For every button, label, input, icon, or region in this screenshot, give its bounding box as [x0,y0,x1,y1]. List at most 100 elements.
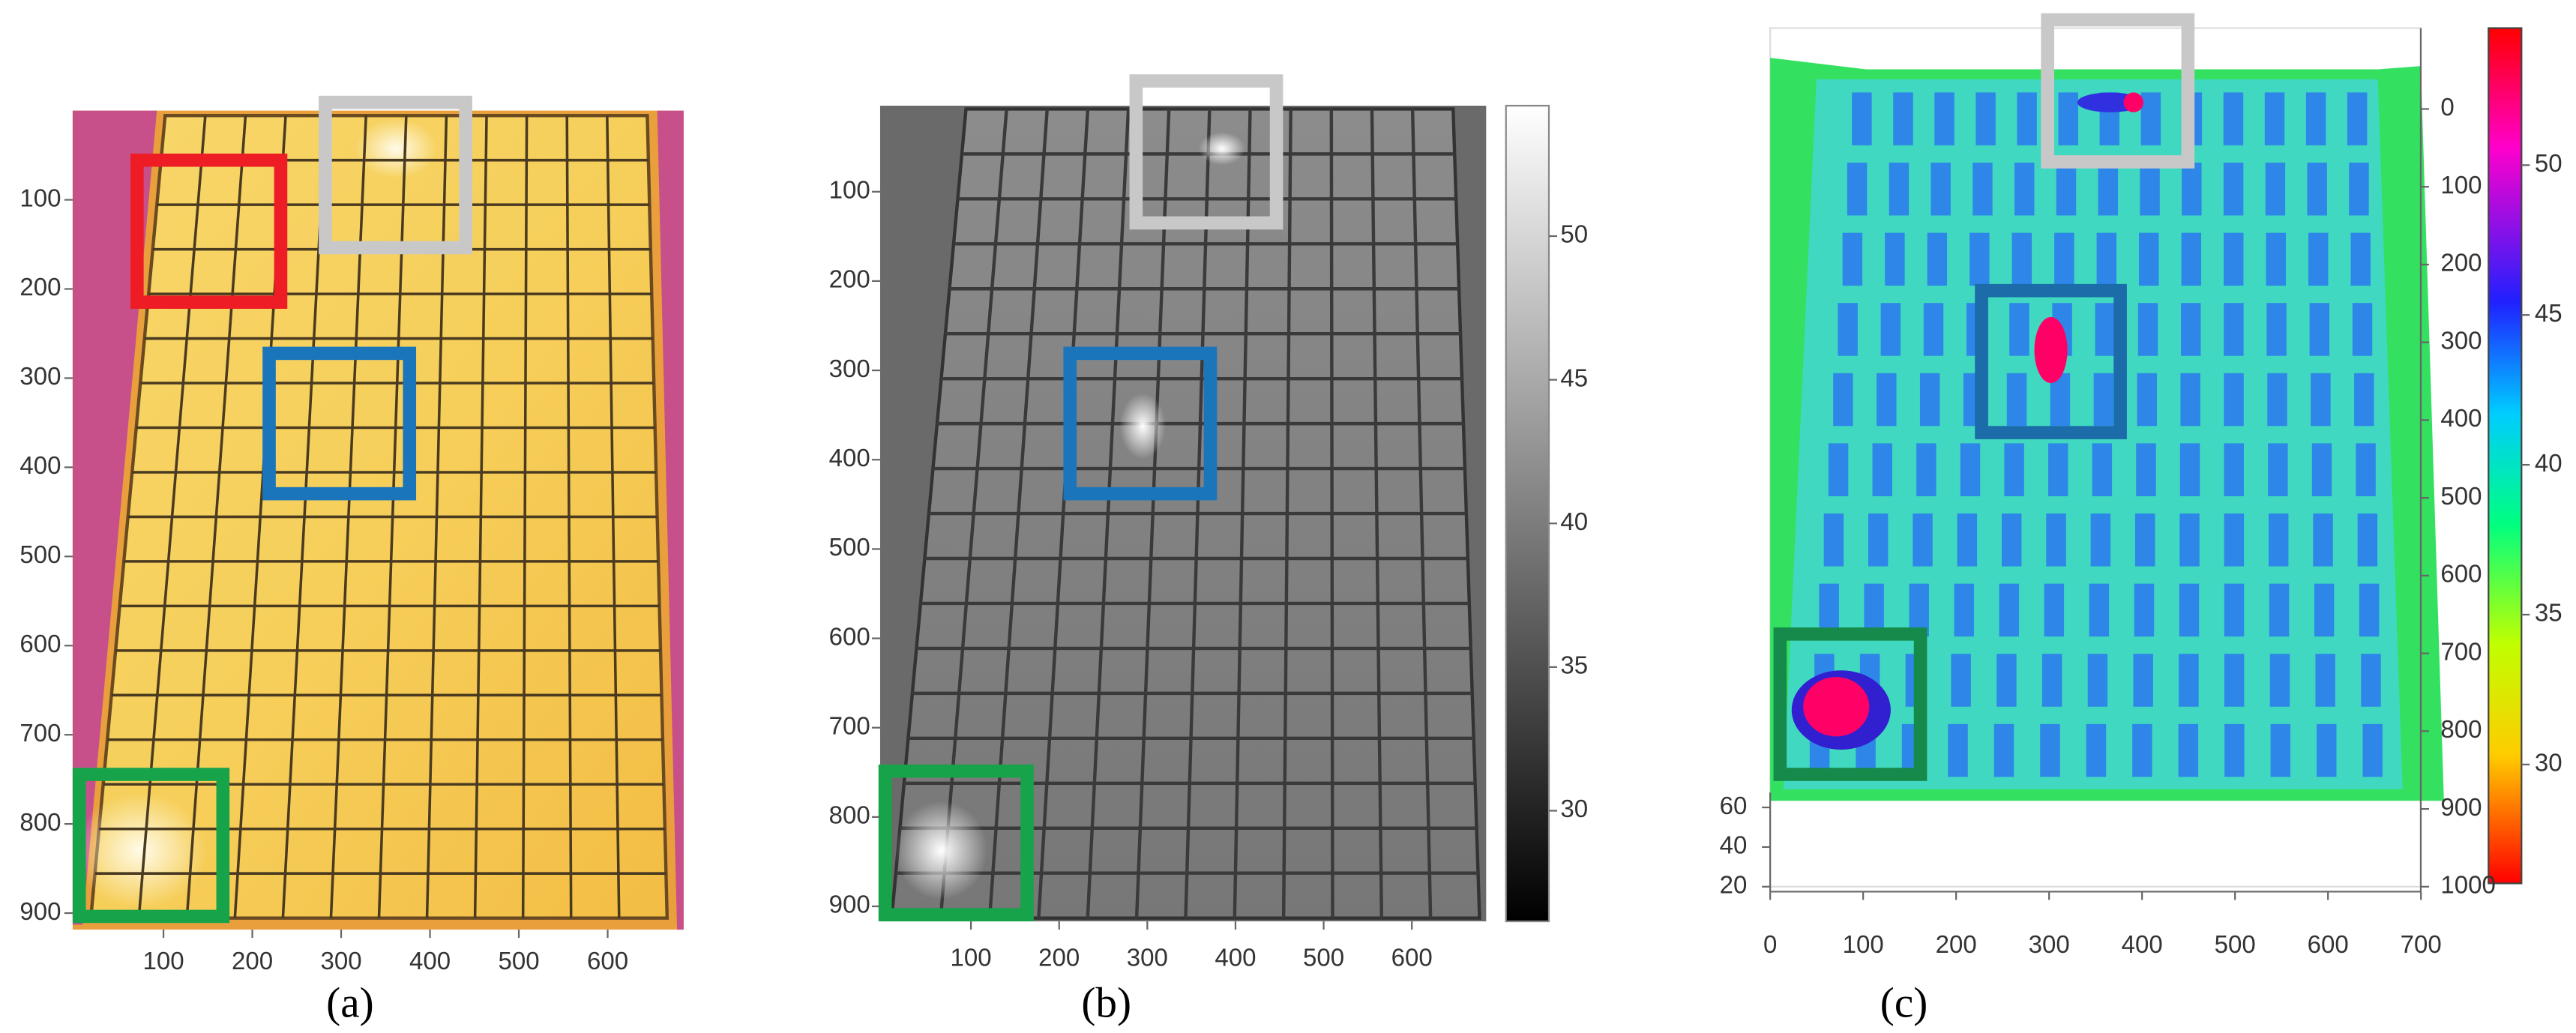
y-tick-label: 60 [1720,792,1748,819]
cell [2362,723,2383,777]
cell [1893,92,1913,145]
cell [2092,443,2113,496]
y-tick-label: 900 [2440,793,2482,821]
cell [2140,92,2161,145]
cell [2054,232,2074,286]
y-tick-label: 900 [829,891,870,918]
cell [2354,373,2374,427]
cell [1993,723,2014,777]
cell [1957,514,1978,567]
x-tick-label: 700 [2401,930,2442,958]
cell [2179,583,2200,637]
y-tick-label: 100 [829,175,870,203]
cell [2181,303,2201,356]
cell [1960,443,1981,496]
cell [1934,92,1954,145]
y-tick-label: 600 [2440,560,2482,588]
cell [2224,373,2244,427]
cell [2224,514,2245,567]
x-tick-label: 500 [1303,943,1344,971]
y-tick-label: 700 [19,719,61,747]
cell [2315,654,2335,707]
cell [2224,303,2244,356]
y-tick-label: 100 [2440,171,2482,199]
box-green [72,768,230,924]
cell [2314,583,2335,637]
cell [2090,514,2111,567]
cell [2347,92,2368,145]
cell [2357,514,2378,567]
cell [1923,303,1944,356]
cell [2046,514,2066,567]
y-tick-label: 35 [1560,651,1588,679]
y-tick-label: 300 [2440,326,2482,354]
colorbar-b [1505,104,1550,923]
y-tick-label: 800 [19,808,61,836]
cell [1954,583,1974,637]
cell [2179,514,2200,567]
cell [1919,373,1940,427]
y-tick-label: 600 [19,630,61,657]
cell [2361,654,2381,707]
box-gray [2041,13,2195,169]
box-green [878,764,1034,922]
cell [1975,92,1996,145]
x-tick-label: 600 [2308,930,2349,958]
cell [2056,162,2077,216]
cell [1916,443,1936,496]
hot-spot [894,801,988,900]
y-tick-label: 50 [1560,220,1588,248]
box-blue [1975,283,2127,439]
y-tick-label: 600 [829,622,870,650]
highlight-boxes [72,13,2195,924]
caption: (b) [1081,980,1131,1027]
cell [2309,303,2330,356]
y-tick-label: 500 [829,533,870,561]
cell [2140,162,2160,216]
cell [2180,373,2200,427]
cell [1833,373,1853,427]
cell [2266,303,2287,356]
x-tick-label: 200 [1936,930,1977,958]
y-tick-label: 1000 [2440,871,2495,899]
box-gray [319,95,472,255]
cell [2096,232,2117,286]
cell [2311,373,2331,427]
cell [2087,654,2108,707]
cell [2011,232,2032,286]
y-tick-label: 400 [19,451,61,479]
y-tick-label: 45 [2535,299,2563,327]
cell [2181,232,2202,286]
cell [1823,514,1844,567]
y-tick-label: 800 [829,801,870,829]
caption: (c) [1880,980,1928,1027]
cell [2086,723,2107,777]
y-tick-label: 400 [2440,404,2482,432]
x-tick-label: 100 [1843,930,1884,958]
box-gray [1129,74,1284,230]
cell [2356,443,2376,496]
box-blue [262,346,417,501]
cell [2224,232,2244,286]
x-tick-label: 0 [1763,930,1777,958]
box-blue [1063,346,1218,501]
cell [2313,514,2333,567]
cell [1880,303,1901,356]
y-tick-label: 0 [2440,93,2454,121]
x-tick-label: 600 [1391,943,1433,971]
x-tick-label: 600 [587,947,628,975]
cell [2224,723,2245,777]
cell [2058,92,2078,145]
cell [1931,162,1951,216]
frame-edge [657,110,684,930]
cell [2307,162,2327,216]
cell [2048,443,2068,496]
x-tick-label: 300 [321,947,362,975]
y-tick-label: 300 [829,355,870,382]
x-tick-label: 400 [2122,930,2163,958]
y-tick-label: 900 [19,897,61,925]
cell [2269,654,2290,707]
x-tick-label: 300 [1127,943,1168,971]
x-tick-label: 500 [2215,930,2256,958]
cell-grid [94,115,666,918]
